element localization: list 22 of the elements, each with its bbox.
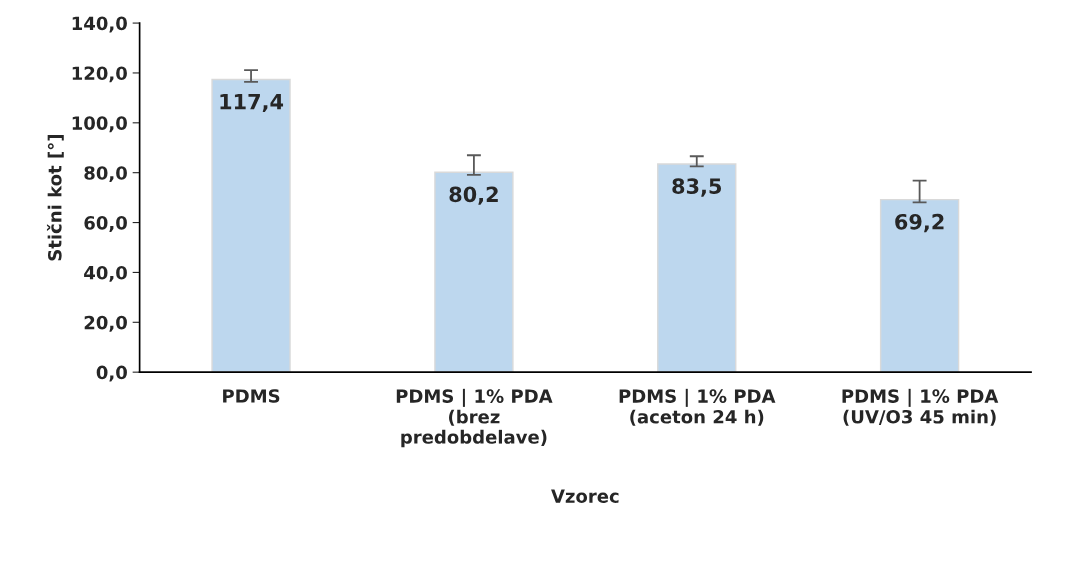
data-label: 83,5 bbox=[672, 178, 721, 197]
y-tick-label: 0,0 bbox=[96, 365, 127, 382]
data-label: 117,4 bbox=[220, 93, 284, 113]
x-axis-title: Vzorec bbox=[551, 489, 619, 503]
y-tick-label: 40,0 bbox=[84, 265, 127, 282]
y-axis-title: Stični kot [°] bbox=[46, 135, 64, 261]
y-tick-label: 20,0 bbox=[84, 315, 127, 332]
y-tick-label: 80,0 bbox=[84, 166, 127, 183]
x-tick-label: PDMS | 1% PDA (UV/O3 45 min) bbox=[842, 388, 999, 426]
y-tick-label: 100,0 bbox=[72, 116, 127, 133]
y-tick-label: 60,0 bbox=[84, 216, 127, 232]
bar bbox=[434, 171, 514, 373]
x-tick-label: PDMS | 1% PDA (aceton 24 h) bbox=[619, 388, 776, 426]
y-tick-label: 140,0 bbox=[72, 16, 127, 33]
bar bbox=[657, 163, 737, 373]
data-label: 69,2 bbox=[895, 213, 944, 233]
x-tick-label: PDMS | 1% PDA (brez predobdelave) bbox=[396, 388, 553, 448]
bar bbox=[879, 198, 960, 373]
data-label: 80,2 bbox=[449, 186, 498, 205]
y-tick-label: 120,0 bbox=[72, 66, 127, 83]
x-tick-label: PDMS bbox=[223, 389, 280, 403]
bar bbox=[211, 78, 291, 373]
